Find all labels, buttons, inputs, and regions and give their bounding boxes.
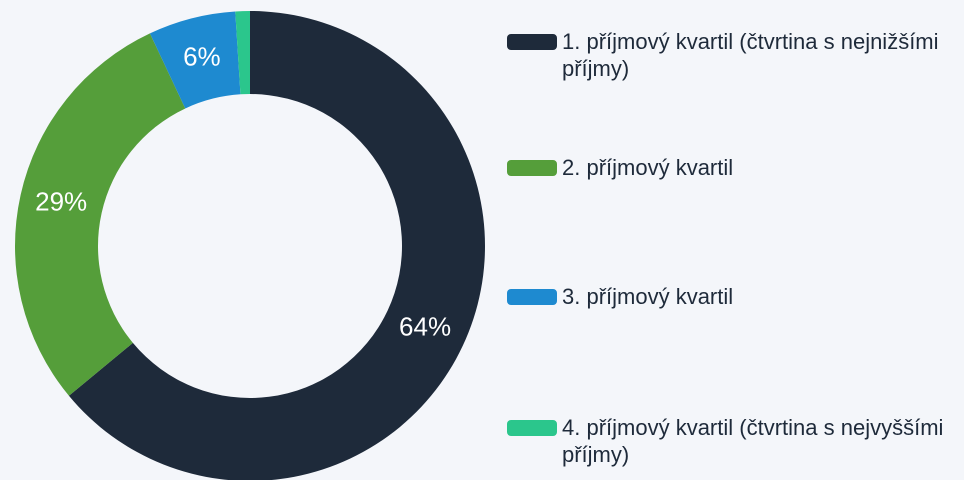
legend-label: 2. příjmový kvartil	[562, 155, 734, 180]
donut-slice	[14, 33, 186, 396]
data-label: 29%	[35, 187, 87, 217]
legend-swatch	[507, 289, 557, 305]
data-label: 6%	[183, 41, 221, 71]
legend-item: 2. příjmový kvartil	[507, 154, 957, 181]
donut-slice	[235, 11, 250, 95]
legend-label: 1. příjmový kvartil (čtvrtina s nejnižší…	[562, 29, 939, 81]
legend-label: 3. příjmový kvartil	[562, 284, 734, 309]
legend-item: 3. příjmový kvartil	[507, 283, 957, 310]
legend-label: 4. příjmový kvartil (čtvrtina s nejvyšší…	[562, 415, 944, 467]
legend-swatch	[507, 420, 557, 436]
donut-slice	[68, 11, 485, 480]
donut-slice	[149, 11, 241, 109]
legend-item: 4. příjmový kvartil (čtvrtina s nejvyšší…	[507, 414, 957, 468]
legend-swatch	[507, 160, 557, 176]
data-label: 64%	[399, 311, 451, 341]
legend-swatch	[507, 34, 557, 50]
legend-item: 1. příjmový kvartil (čtvrtina s nejnižší…	[507, 28, 957, 82]
